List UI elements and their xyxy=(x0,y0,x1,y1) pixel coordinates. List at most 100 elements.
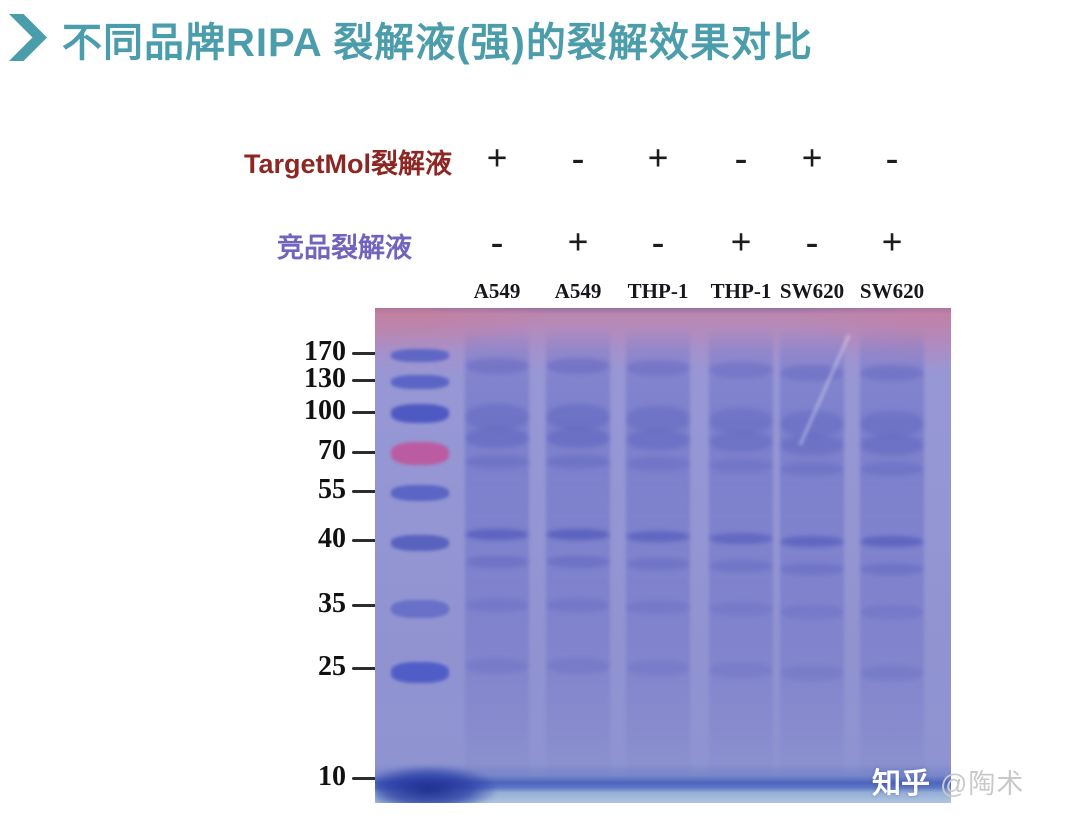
sample-band-lane6-2 xyxy=(861,411,923,437)
sample-band-lane1-4 xyxy=(466,455,528,469)
mw-label-130: 130 xyxy=(304,363,346,394)
ladder-band-170kda xyxy=(391,349,449,362)
ladder-band-70kda xyxy=(391,442,449,465)
sample-band-lane5-7 xyxy=(781,605,843,619)
sample-lane-5 xyxy=(780,328,844,780)
ladder-band-25kda xyxy=(391,662,449,683)
sample-band-lane3-8 xyxy=(627,660,689,676)
sample-band-lane3-6 xyxy=(627,558,689,570)
sample-band-lane6-5 xyxy=(861,536,923,547)
sample-band-lane4-8 xyxy=(710,662,772,678)
ladder-band-55kda xyxy=(391,485,449,501)
lane-header-3: THP-1 xyxy=(627,279,689,303)
sample-band-lane3-7 xyxy=(627,600,689,614)
ladder-band-130kda xyxy=(391,375,449,389)
sample-lane-1 xyxy=(465,328,529,780)
sample-band-lane3-5 xyxy=(627,531,689,542)
gel-image xyxy=(375,308,951,803)
sample-band-lane5-3 xyxy=(781,435,843,455)
mw-tick-55 xyxy=(352,490,383,493)
condition-symbol-targetmol-2: - xyxy=(571,138,585,179)
sample-band-lane4-6 xyxy=(710,560,772,572)
page-title: 不同品牌RIPA 裂解液(强)的裂解效果对比 xyxy=(62,21,813,65)
mw-tick-25 xyxy=(352,667,383,670)
lane-header-6: SW620 xyxy=(859,279,925,303)
sample-band-lane4-4 xyxy=(710,459,772,473)
watermark-user: @陶术 xyxy=(940,769,1025,799)
mw-label-10: 10 xyxy=(318,761,346,792)
sample-band-lane2-6 xyxy=(547,556,609,568)
mw-tick-170 xyxy=(352,352,383,355)
sample-band-lane6-4 xyxy=(861,462,923,476)
sample-band-lane5-8 xyxy=(781,665,843,681)
condition-symbol-competitor-6: + xyxy=(881,222,903,263)
mw-label-100: 100 xyxy=(304,395,346,426)
sample-band-lane2-5 xyxy=(547,529,609,540)
sample-band-lane2-8 xyxy=(547,658,609,674)
sample-band-lane6-3 xyxy=(861,435,923,455)
sample-band-lane4-2 xyxy=(710,408,772,434)
sample-band-lane4-3 xyxy=(710,432,772,452)
sample-band-lane1-2 xyxy=(466,404,528,430)
title-row: 不同品牌RIPA 裂解液(强)的裂解效果对比 xyxy=(0,0,1074,80)
ladder-band-40kda xyxy=(391,535,449,551)
condition-symbol-targetmol-3: + xyxy=(647,138,669,179)
sample-band-lane5-2 xyxy=(781,411,843,437)
sample-band-lane6-8 xyxy=(861,665,923,681)
watermark-brand: 知乎 xyxy=(872,768,931,800)
sample-band-lane1-8 xyxy=(466,658,528,674)
mw-label-170: 170 xyxy=(304,336,346,367)
sample-band-lane5-4 xyxy=(781,462,843,476)
mw-tick-130 xyxy=(352,379,383,382)
ladder-band-35kda xyxy=(391,600,449,618)
sample-band-lane6-1 xyxy=(861,365,923,381)
sample-lane-2 xyxy=(546,328,610,780)
chevron-right-icon xyxy=(9,14,47,61)
sample-band-lane6-6 xyxy=(861,563,923,575)
sample-band-lane4-7 xyxy=(710,602,772,616)
sample-band-lane2-7 xyxy=(547,598,609,612)
sample-band-lane1-5 xyxy=(466,529,528,540)
sample-band-lane5-1 xyxy=(781,365,843,381)
mw-label-55: 55 xyxy=(318,474,346,505)
sample-band-lane2-3 xyxy=(547,428,609,448)
ladder-band-100kda xyxy=(391,404,449,423)
mw-label-25: 25 xyxy=(318,651,346,682)
mw-label-35: 35 xyxy=(318,588,346,619)
sample-band-lane1-3 xyxy=(466,428,528,448)
mw-tick-100 xyxy=(352,411,383,414)
condition-symbol-targetmol-1: + xyxy=(486,138,508,179)
condition-label-targetmol: TargetMol裂解液 xyxy=(244,149,452,179)
sample-band-lane5-6 xyxy=(781,563,843,575)
sample-band-lane2-4 xyxy=(547,455,609,469)
mw-tick-40 xyxy=(352,539,383,542)
sample-band-lane1-7 xyxy=(466,598,528,612)
sample-band-lane3-4 xyxy=(627,457,689,471)
condition-symbol-competitor-5: - xyxy=(805,222,819,263)
mw-tick-10 xyxy=(352,777,383,780)
sample-band-lane6-7 xyxy=(861,605,923,619)
condition-symbol-competitor-2: + xyxy=(567,222,589,263)
sample-band-lane1-6 xyxy=(466,556,528,568)
sample-lane-6 xyxy=(860,328,924,780)
sample-band-lane5-5 xyxy=(781,536,843,547)
dye-front-blob xyxy=(375,766,495,803)
sample-lane-3 xyxy=(626,328,690,780)
condition-label-competitor: 竞品裂解液 xyxy=(277,233,412,263)
sample-band-lane4-5 xyxy=(710,533,772,544)
sample-band-lane2-1 xyxy=(547,358,609,374)
mw-tick-35 xyxy=(352,604,383,607)
lane-header-4: THP-1 xyxy=(710,279,772,303)
sample-band-lane3-3 xyxy=(627,430,689,450)
sample-band-lane2-2 xyxy=(547,404,609,430)
condition-symbol-targetmol-6: - xyxy=(885,138,899,179)
sample-lane-4 xyxy=(709,328,773,780)
condition-symbol-competitor-1: - xyxy=(490,222,504,263)
mw-tick-70 xyxy=(352,451,383,454)
sample-band-lane4-1 xyxy=(710,362,772,378)
lane-header-2: A549 xyxy=(554,279,602,303)
condition-symbol-competitor-3: - xyxy=(651,222,665,263)
condition-symbol-targetmol-5: + xyxy=(801,138,823,179)
sample-band-lane1-1 xyxy=(466,358,528,374)
